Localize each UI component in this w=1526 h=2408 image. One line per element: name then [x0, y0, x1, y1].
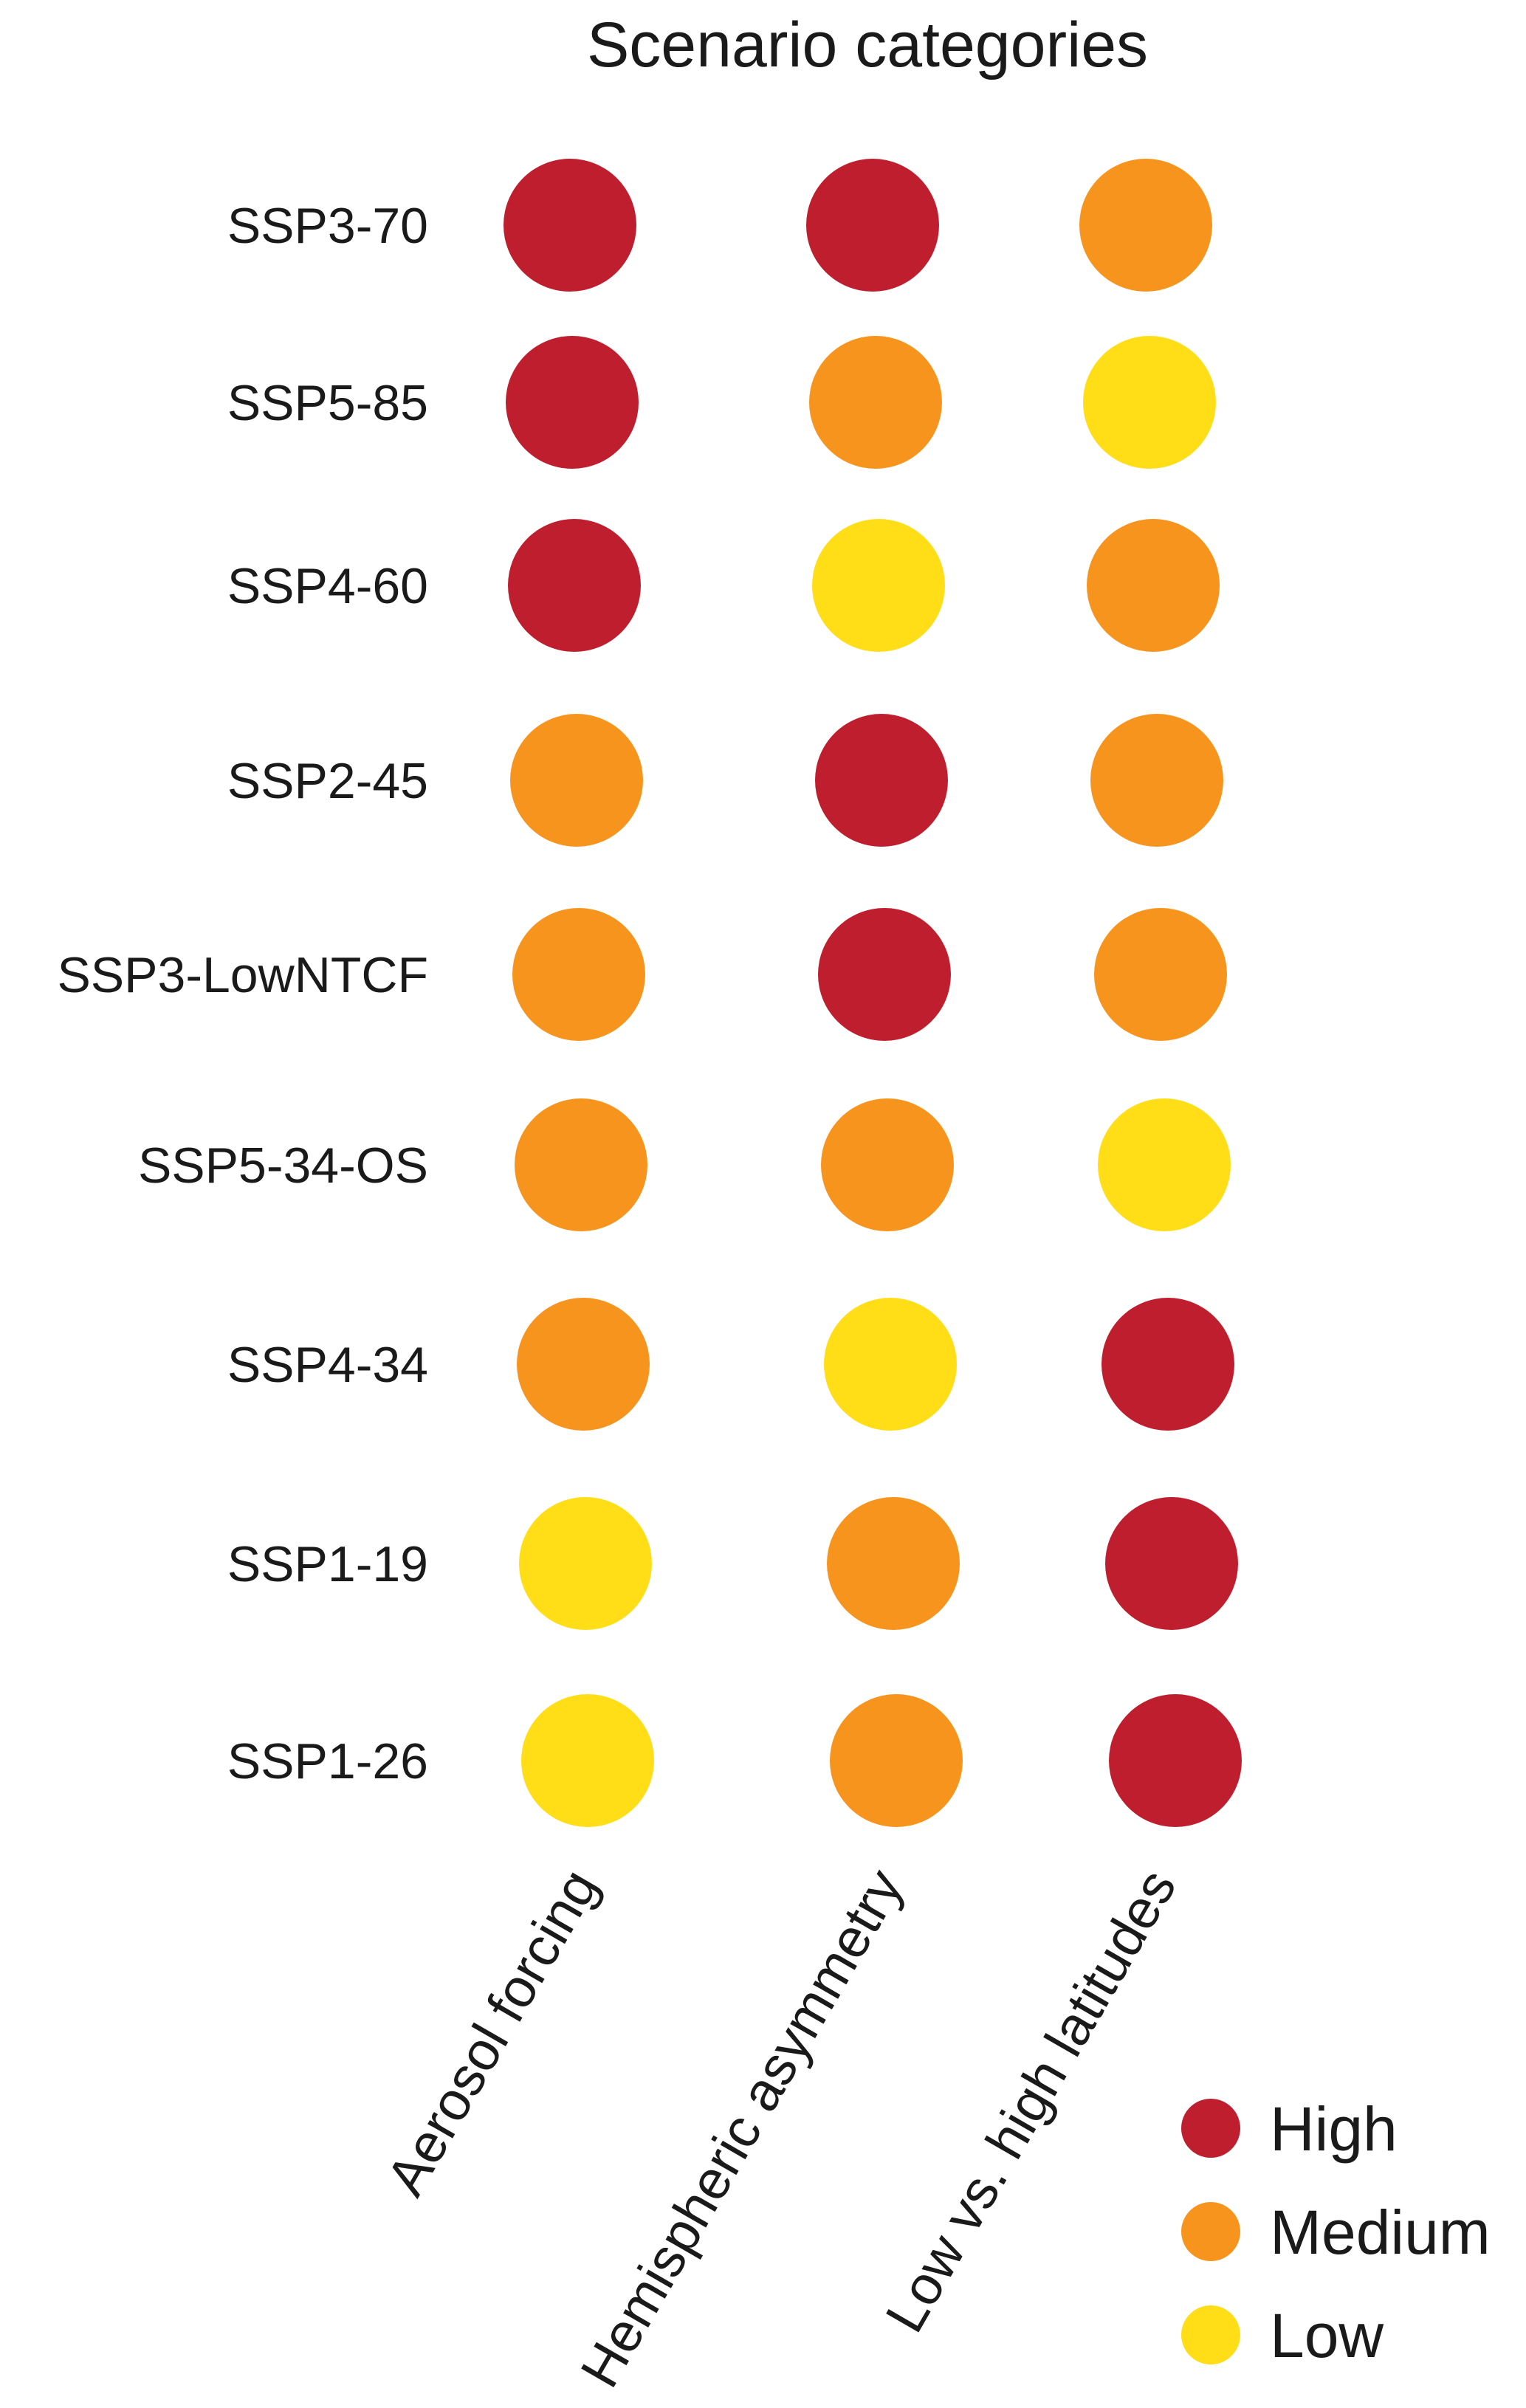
dot-ssp1-19-hemispheric-asymmetry: [827, 1497, 960, 1630]
dot-ssp1-19-aerosol-forcing: [519, 1497, 652, 1630]
chart-title: Scenario categories: [587, 10, 1148, 80]
dot-ssp3-70-hemispheric-asymmetry: [806, 159, 939, 292]
dot-ssp4-60-aerosol-forcing: [508, 519, 641, 652]
legend-swatch-medium: [1181, 2202, 1240, 2261]
dot-ssp4-34-hemispheric-asymmetry: [824, 1298, 957, 1431]
dot-ssp3-lowntcf-low-vs-high-latitudes: [1094, 908, 1227, 1041]
dot-ssp5-85-aerosol-forcing: [506, 336, 639, 469]
legend-label-medium: Medium: [1270, 2198, 1491, 2267]
row-label-ssp1-19: SSP1-19: [227, 1536, 428, 1592]
dot-ssp4-60-hemispheric-asymmetry: [812, 519, 945, 652]
row-label-ssp3-lowntcf: SSP3-LowNTCF: [57, 947, 428, 1003]
legend-label-low: Low: [1270, 2301, 1384, 2370]
dot-ssp4-34-low-vs-high-latitudes: [1101, 1298, 1234, 1431]
row-label-ssp5-34-os: SSP5-34-OS: [138, 1138, 428, 1194]
category-dots: [503, 159, 1242, 1827]
dot-ssp3-lowntcf-hemispheric-asymmetry: [818, 908, 951, 1041]
dot-ssp1-19-low-vs-high-latitudes: [1105, 1497, 1238, 1630]
dot-ssp1-26-low-vs-high-latitudes: [1109, 1694, 1242, 1827]
legend-label-high: High: [1270, 2094, 1398, 2164]
dot-ssp3-70-aerosol-forcing: [503, 159, 636, 292]
row-label-ssp5-85: SSP5-85: [227, 375, 428, 431]
legend: High Medium Low: [1181, 2094, 1491, 2370]
row-labels: SSP3-70 SSP5-85 SSP4-60 SSP2-45 SSP3-LowNTCF…: [57, 198, 428, 1789]
row-label-ssp1-26: SSP1-26: [227, 1733, 428, 1789]
dot-ssp2-45-aerosol-forcing: [510, 714, 643, 847]
dot-ssp1-26-hemispheric-asymmetry: [830, 1694, 963, 1827]
column-label-aerosol-forcing: Aerosol forcing: [374, 1860, 610, 2206]
dot-ssp5-34-os-low-vs-high-latitudes: [1098, 1098, 1231, 1231]
column-label-low-vs-high-latitudes: Low vs. high latitudes: [873, 1860, 1188, 2342]
dot-ssp5-34-os-aerosol-forcing: [515, 1098, 647, 1231]
column-label-hemispheric-asymmetry: Hemispheric asymmetry: [568, 1860, 915, 2398]
dot-ssp1-26-aerosol-forcing: [521, 1694, 654, 1827]
dot-ssp4-60-low-vs-high-latitudes: [1087, 519, 1220, 652]
dot-ssp3-70-low-vs-high-latitudes: [1079, 159, 1212, 292]
row-label-ssp4-34: SSP4-34: [227, 1337, 428, 1393]
row-label-ssp3-70: SSP3-70: [227, 198, 428, 254]
legend-swatch-low: [1181, 2305, 1240, 2364]
dot-ssp5-85-hemispheric-asymmetry: [809, 336, 942, 469]
dot-ssp4-34-aerosol-forcing: [517, 1298, 650, 1431]
dot-ssp2-45-low-vs-high-latitudes: [1090, 714, 1223, 847]
dot-ssp5-34-os-hemispheric-asymmetry: [821, 1098, 954, 1231]
legend-swatch-high: [1181, 2099, 1240, 2158]
dot-ssp3-lowntcf-aerosol-forcing: [512, 908, 645, 1041]
dot-ssp5-85-low-vs-high-latitudes: [1083, 336, 1216, 469]
row-label-ssp2-45: SSP2-45: [227, 753, 428, 809]
row-label-ssp4-60: SSP4-60: [227, 558, 428, 614]
dot-ssp2-45-hemispheric-asymmetry: [815, 714, 948, 847]
